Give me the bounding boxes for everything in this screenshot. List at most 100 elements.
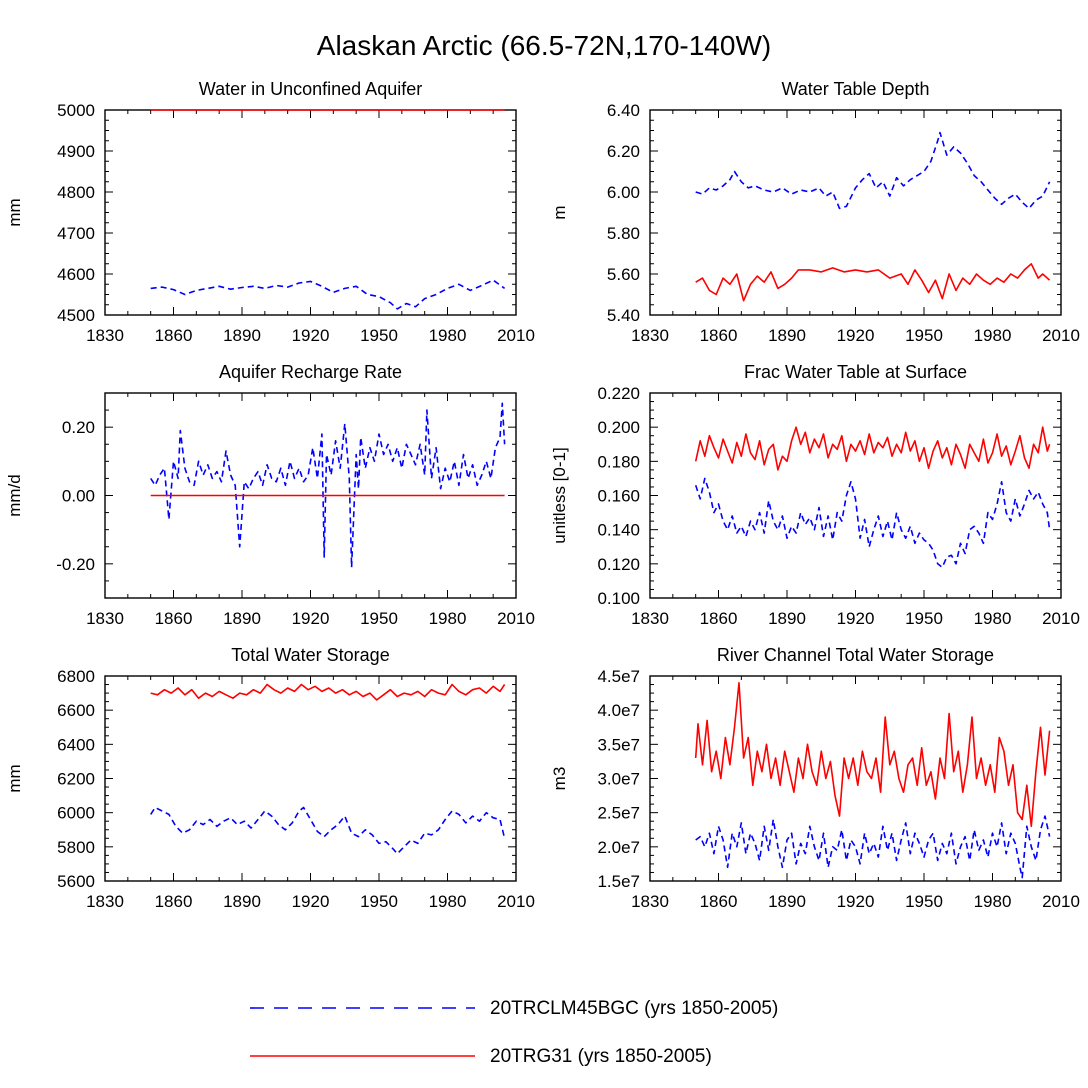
y-tick-label: 5.60 [607, 265, 640, 284]
x-tick-label: 1860 [700, 609, 738, 628]
y-tick-label: 6200 [57, 770, 95, 789]
legend: 20TRCLM45BGC (yrs 1850-2005) 20TRG31 (yr… [250, 998, 778, 1067]
y-tick-label: 2.5e7 [597, 804, 640, 823]
panel-title: Aquifer Recharge Rate [219, 362, 402, 382]
y-tick-label: 6.20 [607, 142, 640, 161]
y-tick-label: 1.5e7 [597, 872, 640, 891]
x-tick-label: 1950 [360, 892, 398, 911]
y-axis-label: mm/d [5, 474, 24, 517]
y-axis-label: m3 [550, 767, 569, 791]
y-tick-label: 5600 [57, 872, 95, 891]
x-tick-label: 1890 [768, 326, 806, 345]
x-tick-label: 2010 [497, 892, 535, 911]
y-tick-label: 4800 [57, 183, 95, 202]
series-line-dashed [695, 815, 1051, 879]
x-tick-label: 1860 [155, 892, 193, 911]
x-tick-label: 1890 [223, 609, 261, 628]
y-tick-label: 2.0e7 [597, 838, 640, 857]
x-tick-label: 2010 [1042, 609, 1080, 628]
figure-title: Alaskan Arctic (66.5-72N,170-140W) [317, 30, 771, 61]
x-tick-label: 2010 [1042, 892, 1080, 911]
y-tick-label: 0.140 [597, 521, 640, 540]
plot-frame [649, 109, 1062, 316]
x-tick-label: 1830 [631, 326, 669, 345]
y-tick-label: 6.00 [607, 183, 640, 202]
panel-aquifer-recharge-rate: Aquifer Recharge Rate mm/d 1830 1860 1890 192… [5, 362, 535, 628]
x-tick-label: 1830 [631, 892, 669, 911]
x-tick-label: 1980 [974, 892, 1012, 911]
x-tick-label: 1980 [429, 892, 467, 911]
y-tick-label: 6800 [57, 667, 95, 686]
x-tick-label: 1890 [768, 892, 806, 911]
x-tick-label: 1980 [974, 326, 1012, 345]
y-axis-label: mm [5, 198, 24, 226]
panel-frac-water-table-at-surface: Frac Water Table at Surface unitless [0-1… [550, 362, 1080, 628]
y-tick-label: 5.40 [607, 306, 640, 325]
series-line-dashed [695, 131, 1051, 210]
x-tick-label: 1890 [768, 609, 806, 628]
x-tick-label: 1920 [292, 892, 330, 911]
y-axis-label: mm [5, 764, 24, 792]
x-tick-label: 1860 [155, 326, 193, 345]
x-tick-label: 1860 [700, 326, 738, 345]
legend-label-solid: 20TRG31 (yrs 1850-2005) [490, 1046, 712, 1067]
y-tick-label: 4500 [57, 306, 95, 325]
y-tick-label: 0.220 [597, 384, 640, 403]
y-tick-label: 5.80 [607, 224, 640, 243]
x-tick-label: 2010 [497, 326, 535, 345]
y-tick-label: 0.200 [597, 418, 640, 437]
plot-frame [104, 109, 517, 316]
series-line-solid [694, 681, 1051, 828]
panel-title: Total Water Storage [231, 645, 389, 665]
y-tick-label: 6400 [57, 735, 95, 754]
series-line-dashed [150, 806, 506, 855]
x-tick-label: 1920 [837, 892, 875, 911]
series-line-solid [150, 683, 506, 701]
x-tick-label: 1980 [429, 609, 467, 628]
x-tick-label: 1920 [837, 326, 875, 345]
x-tick-label: 1830 [631, 609, 669, 628]
x-tick-label: 1950 [360, 326, 398, 345]
y-axis-label: m [550, 205, 569, 219]
x-tick-label: 1950 [905, 326, 943, 345]
y-tick-label: 5000 [57, 101, 95, 120]
y-tick-label: 5800 [57, 838, 95, 857]
y-tick-label: 0.20 [62, 418, 95, 437]
y-tick-label: 0.100 [597, 589, 640, 608]
series-line-dashed [150, 279, 506, 310]
y-tick-label: 6.40 [607, 101, 640, 120]
x-tick-label: 2010 [1042, 326, 1080, 345]
x-tick-label: 1920 [292, 609, 330, 628]
x-tick-label: 1890 [223, 892, 261, 911]
x-tick-label: 1920 [292, 326, 330, 345]
panel-title: Water in Unconfined Aquifer [199, 79, 422, 99]
x-tick-label: 1980 [429, 326, 467, 345]
y-tick-label: 3.5e7 [597, 735, 640, 754]
y-tick-label: 6000 [57, 804, 95, 823]
y-tick-label: 0.160 [597, 487, 640, 506]
y-tick-label: 0.00 [62, 487, 95, 506]
x-tick-label: 1980 [974, 609, 1012, 628]
x-tick-label: 1830 [86, 326, 124, 345]
y-tick-label: 0.180 [597, 452, 640, 471]
plot-frame [649, 392, 1062, 599]
x-tick-label: 1860 [155, 609, 193, 628]
x-tick-label: 1950 [360, 609, 398, 628]
y-tick-label: 4.0e7 [597, 701, 640, 720]
y-tick-label: 4600 [57, 265, 95, 284]
y-tick-label: 4900 [57, 142, 95, 161]
x-tick-label: 1950 [905, 892, 943, 911]
x-tick-label: 1830 [86, 609, 124, 628]
series-line-dashed [694, 477, 1051, 569]
series-line-solid [695, 262, 1051, 302]
x-tick-label: 1950 [905, 609, 943, 628]
series-line-dashed [150, 402, 506, 569]
legend-label-dashed: 20TRCLM45BGC (yrs 1850-2005) [490, 998, 778, 1019]
x-tick-label: 1890 [223, 326, 261, 345]
y-axis-label: unitless [0-1] [550, 447, 569, 543]
y-tick-label: 6600 [57, 701, 95, 720]
panel-water-table-depth: Water Table Depth m 1830 1860 1890 1920 1950 19… [550, 79, 1080, 345]
y-tick-label: -0.20 [56, 555, 95, 574]
y-tick-label: 0.120 [597, 555, 640, 574]
